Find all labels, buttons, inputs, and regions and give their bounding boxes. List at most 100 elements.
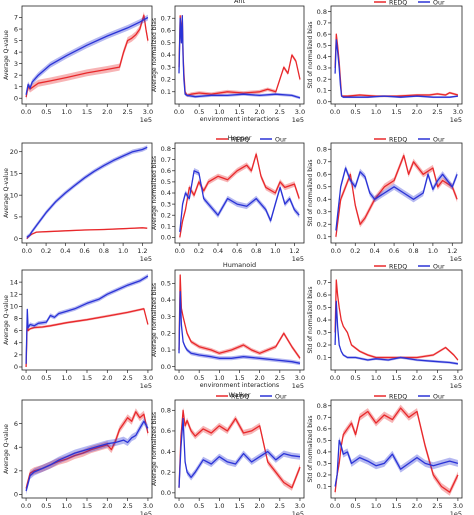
x-tick-label: 2.0: [102, 108, 112, 116]
x-tick-label: 2.0: [254, 374, 264, 382]
series-group: [25, 273, 149, 369]
y-tick-label: 0.2: [161, 76, 171, 84]
y-tick-label: 4: [14, 339, 18, 347]
y-tick-label: 0.4: [317, 448, 327, 456]
panel-hopper-3: 0.0 0.2 0.4 0.6 0.8 1.0 1.2 0.1 0.2 0.3 0.4 0.5 0.6 0…: [307, 136, 463, 263]
series-group: [334, 33, 459, 99]
x-tick-label: 3.0: [143, 502, 153, 510]
series-line-our: [178, 417, 301, 488]
x-tick-label: 1.5: [82, 374, 92, 382]
series-band-redq: [335, 33, 458, 98]
legend-label-redq: REDQ: [231, 393, 249, 400]
series-line-redq: [25, 14, 149, 98]
y-tick-label: 0.1: [161, 223, 171, 231]
y-tick-label: 0.7: [317, 279, 327, 287]
x-tick-label: 2.5: [122, 374, 132, 382]
x-tick-label: 0.5: [350, 502, 360, 510]
y-tick-label: 0.2: [317, 75, 327, 83]
series-band-redq: [26, 11, 148, 101]
x-tick-label: 2.0: [102, 502, 112, 510]
y-tick-label: 0.7: [161, 156, 171, 164]
y-tick-label: 0.2: [317, 471, 327, 479]
x-multiplier: 1e5: [292, 116, 304, 124]
series-line-redq: [25, 308, 149, 368]
x-multiplier: 1e5: [450, 116, 462, 124]
y-tick-label: 0.7: [317, 158, 327, 166]
y-tick-label: 4: [14, 443, 18, 451]
series-band-our: [335, 436, 458, 490]
legend: REDQ Our: [374, 0, 445, 6]
x-tick-label: 0.8: [99, 247, 109, 255]
series-band-our: [179, 168, 300, 235]
series-band-redq: [335, 152, 458, 240]
y-tick-label: 0.2: [161, 468, 171, 476]
x-tick-label: 2.0: [412, 502, 422, 510]
series-group: [178, 14, 301, 100]
y-tick-label: 0.3: [317, 64, 327, 72]
series-band-redq: [179, 151, 300, 241]
x-tick-label: 0.2: [350, 247, 360, 255]
legend-label-redq: REDQ: [389, 0, 407, 6]
series-line-our: [335, 167, 458, 231]
x-tick-label: 0.5: [194, 374, 204, 382]
y-tick-label: 0.7: [317, 413, 327, 421]
x-tick-label: 0.8: [251, 247, 261, 255]
series-band-our: [179, 14, 300, 100]
series-line-redq: [178, 409, 301, 489]
x-tick-label: 2.5: [432, 374, 442, 382]
y-tick-label: 15: [10, 170, 18, 178]
x-tick-label: 2.0: [102, 374, 112, 382]
x-tick-label: 0.4: [213, 247, 223, 255]
y-tick-label: 0.7: [317, 19, 327, 27]
x-tick-label: 2.5: [275, 108, 285, 116]
y-tick-label: 6: [14, 420, 18, 428]
y-tick-label: 0.6: [161, 427, 171, 435]
x-tick-label: 0.2: [41, 247, 51, 255]
x-tick-label: 3.0: [295, 502, 305, 510]
x-tick-label: 0.6: [389, 247, 399, 255]
legend: REDQ Our: [374, 136, 445, 143]
x-multiplier: 1e5: [450, 255, 462, 263]
y-axis-label: Average normalized bias: [151, 156, 158, 230]
y-tick-label: 0.2: [317, 341, 327, 349]
series-band-our: [26, 145, 148, 240]
y-tick-label: 20: [10, 148, 18, 156]
series-group: [334, 278, 459, 365]
y-tick-label: 0.6: [317, 30, 327, 38]
x-axis-label: environment interactions: [200, 116, 279, 123]
y-axis-label: Average normalized bias: [151, 18, 158, 92]
x-tick-label: 1.0: [428, 247, 438, 255]
x-tick-label: 0.5: [350, 374, 360, 382]
x-tick-label: 1.5: [82, 502, 92, 510]
series-line-our: [178, 291, 301, 364]
y-tick-label: 2: [14, 467, 18, 475]
series-band-redq: [179, 407, 300, 491]
y-tick-label: 0.5: [317, 183, 327, 191]
y-tick-label: 4: [14, 48, 18, 56]
y-tick-label: 0.0: [317, 98, 327, 106]
y-tick-label: 10: [10, 303, 18, 311]
panel-humanoid-3: 0.0 0.5 1.0 1.5 2.0 2.5 3.0 0.1 0.2 0.3 0.4 0.5 0.6 0…: [307, 263, 463, 390]
x-tick-label: 2.5: [122, 108, 132, 116]
y-axis-label: Std of normalized bias: [307, 159, 314, 226]
y-tick-label: 2: [14, 351, 18, 359]
series-line-our: [178, 15, 301, 99]
series-band-our: [26, 14, 148, 98]
y-tick-label: 0.3: [161, 313, 171, 321]
y-tick-label: 0.5: [161, 280, 171, 288]
env-title: Walker: [228, 391, 250, 399]
series-line-redq: [335, 154, 458, 237]
x-tick-label: 0.0: [21, 502, 31, 510]
y-axis-label: Std of normalized bias: [307, 415, 314, 482]
y-axis-label: Average Q-value: [3, 295, 10, 345]
y-tick-label: 0.4: [161, 51, 171, 59]
y-tick-label: 0.4: [161, 448, 171, 456]
legend: REDQ Our: [374, 263, 445, 270]
x-tick-label: 2.0: [254, 502, 264, 510]
series-group: [25, 408, 149, 495]
y-tick-label: 3: [14, 60, 18, 68]
x-tick-label: 0.5: [41, 108, 51, 116]
y-tick-label: 0.3: [317, 460, 327, 468]
x-tick-label: 0.0: [175, 247, 185, 255]
panel-walker-2: 0.0 0.5 1.0 1.5 2.0 2.5 3.0 0.0 0.2 0.4 0.6 0.8 1e5 A…: [151, 391, 305, 515]
